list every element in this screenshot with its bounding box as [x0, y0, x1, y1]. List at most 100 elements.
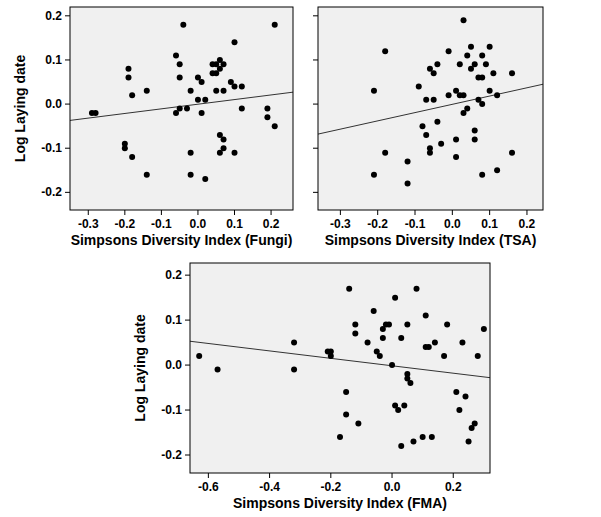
y-tick	[313, 104, 318, 105]
x-tick-label: -0.3	[330, 217, 351, 231]
x-tick	[340, 210, 341, 215]
point	[479, 53, 485, 59]
point	[196, 353, 202, 359]
point	[199, 79, 205, 85]
point	[239, 83, 245, 89]
point	[419, 123, 425, 129]
trendline	[318, 84, 543, 134]
point	[434, 119, 440, 125]
x-tick	[161, 210, 162, 215]
point	[463, 394, 469, 400]
y-tick	[313, 148, 318, 149]
x-tick	[271, 210, 272, 215]
point	[264, 106, 270, 112]
point	[446, 92, 452, 98]
point	[472, 136, 478, 142]
point	[217, 150, 223, 156]
x-axis-label: Simpsons Diversity Index (FMA)	[233, 495, 447, 511]
point	[395, 407, 401, 413]
point	[414, 286, 420, 292]
point	[392, 295, 398, 301]
point	[479, 172, 485, 178]
point	[365, 340, 371, 346]
x-tick-label: -0.2	[367, 217, 388, 231]
point	[453, 154, 459, 160]
x-tick-label: 0.0	[190, 217, 207, 231]
frame	[70, 7, 293, 210]
point	[472, 421, 478, 427]
point	[355, 421, 361, 427]
y-tick	[313, 59, 318, 60]
x-tick	[124, 210, 125, 215]
x-tick	[453, 473, 454, 478]
point	[232, 39, 238, 45]
x-tick-label: -0.2	[320, 480, 341, 494]
point	[466, 439, 472, 445]
y-tick-label: -0.2	[161, 448, 182, 462]
y-axis-label: Log Laying date	[12, 55, 28, 163]
point	[456, 407, 462, 413]
point	[494, 167, 500, 173]
trendline	[70, 92, 293, 120]
point	[144, 172, 150, 178]
point	[423, 313, 429, 319]
y-tick	[185, 320, 190, 321]
point	[144, 88, 150, 94]
point	[483, 61, 489, 67]
point	[487, 44, 493, 50]
x-tick	[208, 473, 209, 478]
y-tick	[185, 410, 190, 411]
point	[441, 353, 447, 359]
y-tick-label: 0.1	[45, 53, 62, 67]
point	[431, 70, 437, 76]
point	[423, 132, 429, 138]
y-tick	[65, 15, 70, 16]
x-tick-label: 0.0	[444, 217, 461, 231]
point	[464, 53, 470, 59]
point	[420, 434, 426, 440]
point	[215, 367, 221, 373]
point	[509, 70, 515, 76]
x-tick	[377, 210, 378, 215]
point	[195, 97, 201, 103]
point	[490, 70, 496, 76]
point	[371, 172, 377, 178]
marks	[70, 22, 293, 182]
x-tick-label: 0.2	[519, 217, 536, 231]
point	[472, 128, 478, 134]
panel: -0.3-0.2-0.10.00.10.2Simpsons Diversity …	[313, 7, 543, 248]
point	[177, 61, 183, 67]
y-tick-label: -0.1	[41, 141, 62, 155]
point	[352, 331, 358, 337]
point	[239, 106, 245, 112]
x-tick	[88, 210, 89, 215]
y-tick-label: 0.0	[165, 358, 182, 372]
point	[401, 403, 407, 409]
point	[468, 44, 474, 50]
point	[461, 92, 467, 98]
point	[264, 114, 270, 120]
point	[398, 335, 404, 341]
x-tick-label: 0.2	[445, 480, 462, 494]
y-tick	[185, 455, 190, 456]
y-tick	[65, 148, 70, 149]
y-tick	[65, 192, 70, 193]
frame	[190, 263, 490, 473]
y-tick	[313, 192, 318, 193]
marks	[318, 17, 543, 186]
point	[427, 150, 433, 156]
point	[404, 322, 410, 328]
point	[199, 110, 205, 116]
point	[459, 340, 465, 346]
plot-area	[190, 263, 490, 473]
point	[188, 172, 194, 178]
point	[129, 154, 135, 160]
x-tick	[197, 210, 198, 215]
point	[188, 150, 194, 156]
marks	[190, 286, 490, 449]
x-tick	[330, 473, 331, 478]
x-tick-label: -0.6	[198, 480, 219, 494]
point	[461, 110, 467, 116]
point	[343, 412, 349, 418]
point	[487, 88, 493, 94]
